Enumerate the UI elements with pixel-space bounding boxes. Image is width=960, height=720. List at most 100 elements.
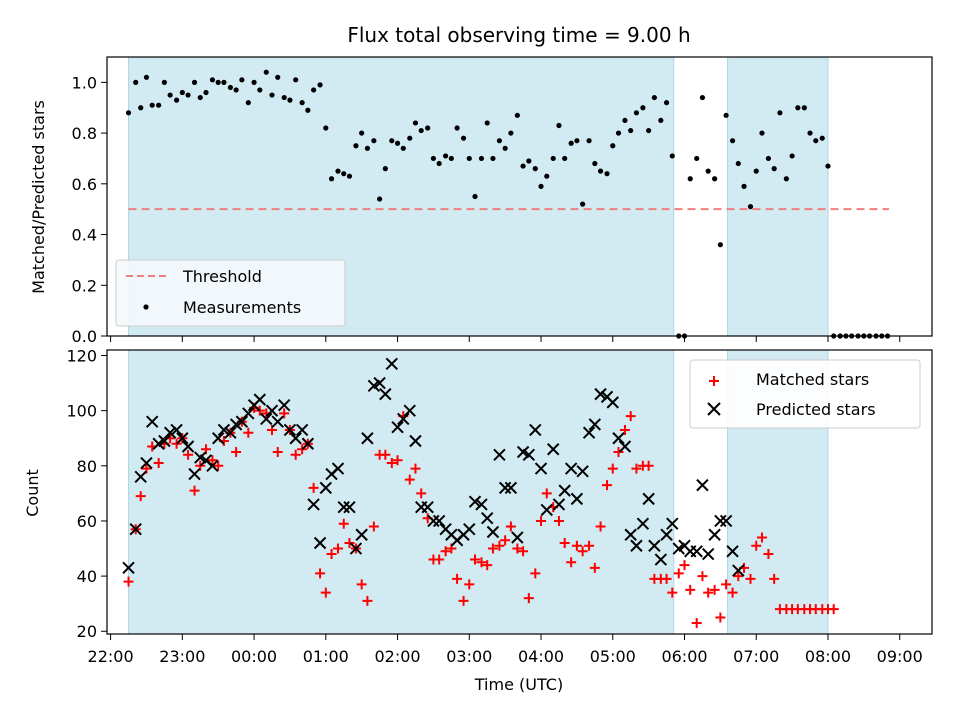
- matched-star-point: [470, 554, 481, 565]
- matched-star-point: [344, 538, 355, 549]
- matched-star-point: [512, 543, 523, 554]
- matched-star-point: [189, 485, 200, 496]
- matched-star-point: [667, 587, 678, 598]
- measurement-point: [305, 107, 311, 113]
- measurement-point: [323, 125, 329, 131]
- predicted-star-point: [498, 481, 512, 495]
- predicted-star-point: [235, 415, 249, 428]
- predicted-star-point: [355, 528, 368, 541]
- predicted-star-point: [612, 432, 625, 445]
- matched-star-point: [338, 518, 349, 529]
- measurement-point: [143, 74, 150, 80]
- measurement-point: [663, 100, 670, 106]
- predicted-star-point: [319, 481, 333, 495]
- matched-star-point: [553, 515, 564, 526]
- predicted-star-point: [540, 503, 553, 517]
- predicted-star-point: [188, 467, 201, 481]
- measurement-point: [179, 89, 185, 96]
- matched-star-point: [392, 455, 403, 466]
- predicted-star-point: [158, 434, 171, 448]
- matched-star-point: [254, 405, 265, 416]
- measurement-point: [371, 138, 377, 144]
- measurement-point: [443, 153, 449, 159]
- measurement-point: [346, 173, 353, 179]
- measurement-point: [597, 168, 604, 174]
- bottom-y-tick-label: 20: [77, 622, 97, 641]
- measurement-point: [705, 168, 711, 174]
- measurement-point: [293, 77, 299, 83]
- predicted-star-point: [660, 528, 673, 541]
- measurement-point: [400, 145, 406, 151]
- measurement-point: [610, 143, 616, 149]
- measurement-point: [658, 117, 664, 124]
- matched-star-point: [536, 515, 547, 526]
- measurement-point: [412, 120, 419, 126]
- predicted-star-point: [242, 407, 255, 420]
- measurement-points: [125, 69, 891, 339]
- measurement-point: [215, 79, 221, 85]
- measurement-point: [669, 153, 675, 159]
- predicted-star-point: [475, 498, 488, 511]
- predicted-star-point: [558, 484, 571, 497]
- predicted-star-point: [522, 448, 536, 461]
- matched-star-point: [440, 546, 451, 557]
- top-x-ticks: [110, 336, 901, 342]
- predicted-star-point: [129, 523, 142, 536]
- bottom-y-tick-label: 80: [77, 457, 97, 476]
- predicted-star-point: [594, 387, 607, 401]
- x-axis-label: Time (UTC): [474, 675, 563, 694]
- predicted-star-point: [636, 517, 650, 530]
- measurement-point: [526, 158, 532, 164]
- top-y-tick-label: 0.6: [72, 175, 97, 194]
- predicted-star-point: [534, 462, 548, 475]
- bottom-y-tick-label: 100: [66, 402, 97, 421]
- matched-star-point: [213, 460, 224, 471]
- measurement-point: [125, 110, 132, 116]
- measurement-point: [496, 138, 503, 144]
- matched-star-point: [297, 444, 308, 455]
- measurement-point: [789, 153, 795, 159]
- measurement-point: [197, 94, 203, 101]
- predicted-star-point: [409, 434, 422, 448]
- measurement-point: [747, 204, 754, 210]
- measurement-point: [759, 130, 765, 136]
- measurement-point: [448, 155, 454, 162]
- measurement-point: [717, 242, 723, 248]
- matched-star-point: [326, 549, 337, 560]
- predicted-star-point: [373, 376, 386, 390]
- measurement-point: [699, 94, 706, 101]
- matched-star-point: [643, 460, 654, 471]
- measurement-point: [251, 79, 257, 85]
- predicted-star-point: [379, 387, 392, 401]
- measurement-point: [239, 77, 245, 83]
- x-tick-label: 01:00: [303, 647, 349, 666]
- top-y-tick-label: 0.0: [72, 327, 97, 346]
- measurement-point: [801, 105, 807, 111]
- matched-star-point: [207, 455, 218, 466]
- predicted-star-point: [217, 423, 231, 437]
- matched-star-point: [183, 449, 194, 460]
- measurement-point: [418, 127, 424, 134]
- top-y-tick-label: 1.0: [72, 73, 97, 92]
- predicted-star-point: [576, 465, 589, 478]
- predicted-star-point: [397, 412, 410, 426]
- measurement-point: [233, 87, 239, 93]
- top-y-tick-label: 0.2: [72, 276, 97, 295]
- x-tick-label: 06:00: [661, 647, 707, 666]
- measurement-point: [538, 183, 544, 189]
- measurement-point: [275, 74, 281, 80]
- predicted-star-point: [181, 440, 195, 453]
- matched-star-point: [541, 488, 552, 499]
- matched-legend-swatch: [709, 376, 719, 386]
- predicted-star-point: [163, 426, 177, 439]
- predicted-star-point: [176, 432, 189, 445]
- matched-star-point: [703, 587, 714, 598]
- measurement-point: [382, 166, 388, 172]
- bottom-y-tick-label: 120: [66, 347, 97, 366]
- matched-star-point: [595, 521, 606, 532]
- measurement-point: [227, 84, 233, 91]
- measurement-point: [287, 97, 293, 103]
- matched-star-point: [171, 438, 182, 449]
- measurement-point: [514, 112, 520, 118]
